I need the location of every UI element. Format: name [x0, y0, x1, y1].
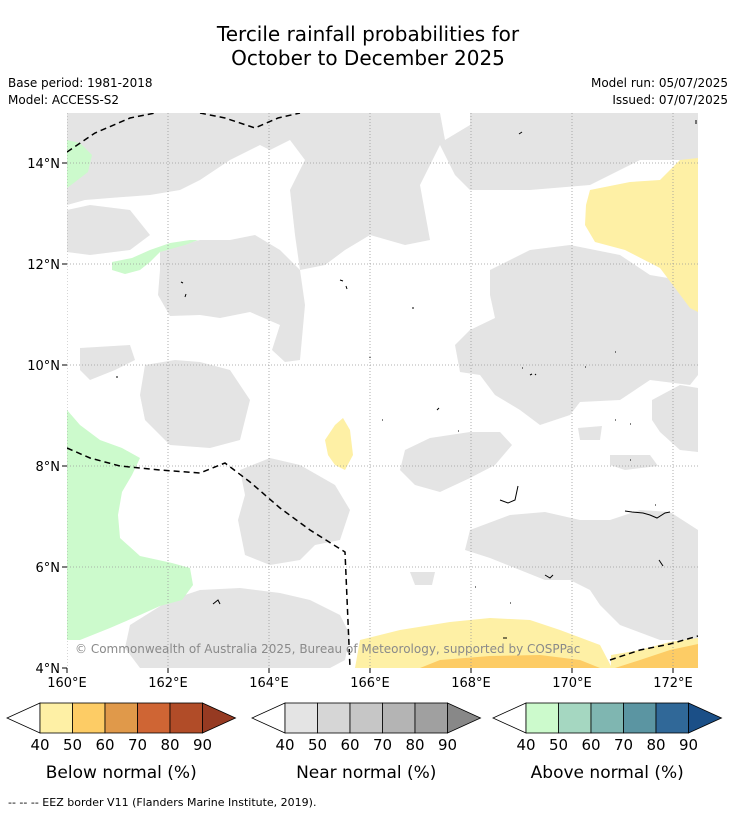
near-normal-regions	[67, 113, 698, 668]
legend-below-over-triangle	[202, 702, 237, 734]
copyright-text: © Commonwealth of Australia 2025, Bureau…	[75, 642, 580, 656]
legend-above-tick-label: 70	[614, 736, 633, 754]
lon-label-164e: 164°E	[249, 676, 289, 691]
legend-below-title: Below normal (%)	[46, 763, 197, 783]
legend-near-under-triangle	[251, 702, 286, 734]
lat-label-12n: 12°N	[27, 258, 60, 273]
model-run-text: Model run: 05/07/2025	[590, 76, 728, 90]
issued-text: Issued: 07/07/2025	[612, 93, 728, 107]
legend-below-tick-label: 40	[30, 736, 49, 754]
model-text: Model: ACCESS-S2	[8, 93, 120, 107]
lat-label-14n: 14°N	[27, 157, 60, 172]
map-title: Tercile rainfall probabilities for Octob…	[0, 22, 736, 70]
legend-above: 40 50 60 70 80 90 Above normal (%)	[492, 702, 723, 783]
legend-above-tick-label: 40	[516, 736, 535, 754]
legend-above-cell	[558, 702, 592, 734]
legend-above-cell	[590, 702, 624, 734]
legends: 40 50 60 70 80 90 Below normal (%) 40 50 60 70 80 90…	[6, 702, 723, 783]
title-line-2: October to December 2025	[231, 46, 505, 70]
legend-below-tick-label: 60	[95, 736, 114, 754]
grid-lines	[67, 113, 698, 668]
lon-label-160e: 160°E	[47, 676, 87, 691]
lon-label-162e: 162°E	[148, 676, 188, 691]
legend-near-cell	[317, 702, 351, 734]
lon-label-166e: 166°E	[350, 676, 390, 691]
legend-near-tick-label: 80	[405, 736, 424, 754]
lat-label-8n: 8°N	[36, 460, 61, 475]
lat-label-4n: 4°N	[36, 662, 61, 677]
legend-near-over-triangle	[447, 702, 482, 734]
legend-near-tick-label: 40	[275, 736, 294, 754]
legend-below: 40 50 60 70 80 90 Below normal (%)	[6, 702, 237, 783]
longitude-labels: 160°E 162°E 164°E 166°E 168°E 170°E 172°…	[47, 668, 693, 691]
below-normal-50-regions	[420, 644, 698, 668]
legend-near-cell	[414, 702, 448, 734]
above-normal-regions	[67, 140, 198, 640]
legend-above-cell	[525, 702, 559, 734]
legend-below-tick-label: 80	[160, 736, 179, 754]
legend-near-tick-label: 90	[438, 736, 457, 754]
legend-below-cell	[137, 702, 171, 734]
lat-label-10n: 10°N	[27, 359, 60, 374]
legend-above-cell	[655, 702, 689, 734]
lon-label-172e: 172°E	[653, 676, 693, 691]
meta-right: Model run: 05/07/2025 Issued: 07/07/2025	[591, 75, 728, 109]
legend-near-tick-label: 50	[308, 736, 327, 754]
legend-near-cell	[284, 702, 318, 734]
legend-above-tick-label: 60	[581, 736, 600, 754]
legend-near-tick-label: 60	[340, 736, 359, 754]
legend-below-tick-label: 90	[193, 736, 212, 754]
eez-footnote: -- -- -- EEZ border V11 (Flanders Marine…	[8, 796, 317, 809]
lon-label-170e: 170°E	[552, 676, 592, 691]
legend-below-tick-label: 50	[63, 736, 82, 754]
legend-below-tick-label: 70	[128, 736, 147, 754]
legend-near-title: Near normal (%)	[296, 763, 436, 783]
lat-label-6n: 6°N	[36, 561, 61, 576]
legend-below-cell	[39, 702, 73, 734]
base-period-text: Base period: 1981-2018	[8, 76, 153, 90]
legend-below-cell	[169, 702, 203, 734]
islands	[116, 120, 697, 639]
legend-below-cell	[72, 702, 106, 734]
legend-above-cell	[623, 702, 657, 734]
legend-near-cell	[382, 702, 416, 734]
legend-above-tick-label: 80	[646, 736, 665, 754]
legend-above-tick-label: 50	[549, 736, 568, 754]
legend-near-tick-label: 70	[373, 736, 392, 754]
legend-above-title: Above normal (%)	[531, 763, 684, 783]
eez-border-lines	[67, 113, 698, 668]
title-line-1: Tercile rainfall probabilities for	[216, 22, 520, 46]
lon-label-168e: 168°E	[451, 676, 491, 691]
below-normal-regions	[325, 158, 698, 668]
legend-near-cell	[349, 702, 383, 734]
latitude-labels: 14°N 12°N 10°N 8°N 6°N 4°N	[27, 157, 67, 677]
map-area: © Commonwealth of Australia 2025, Bureau…	[67, 113, 698, 668]
legend-above-tick-label: 90	[679, 736, 698, 754]
legend-below-under-triangle	[6, 702, 41, 734]
legend-above-over-triangle	[688, 702, 723, 734]
legend-above-under-triangle	[492, 702, 527, 734]
meta-left: Base period: 1981-2018 Model: ACCESS-S2	[8, 75, 153, 109]
legend-below-cell	[104, 702, 138, 734]
